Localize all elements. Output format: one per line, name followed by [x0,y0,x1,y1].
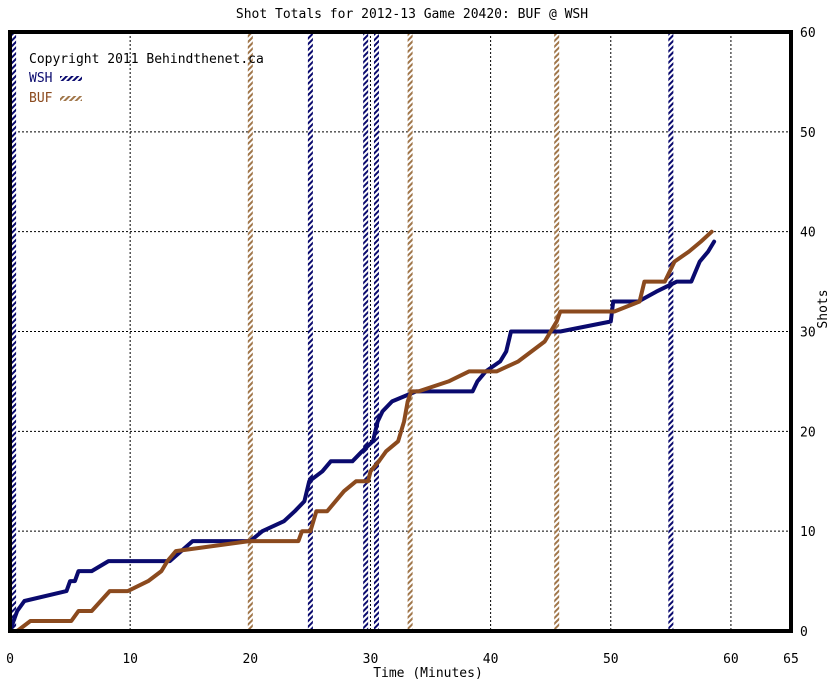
grid-lines [10,32,791,631]
y-tick-label: 20 [800,425,816,440]
y-tick-label: 50 [800,126,816,141]
y-tick-label: 60 [800,26,816,41]
goal-marker-buf [247,32,253,631]
x-tick-label: 0 [6,652,14,667]
x-tick-label: 65 [783,652,799,667]
y-tick-label: 30 [800,326,816,341]
plot-border [8,30,793,633]
goal-marker-wsh [363,32,369,631]
legend-label-buf: BUF [29,91,53,106]
goal-marker-wsh [307,32,313,631]
goal-marker-wsh [373,32,379,631]
y-tick-label: 40 [800,226,816,241]
x-tick-label: 30 [363,652,379,667]
series-lines [8,229,717,633]
x-tick-label: 60 [723,652,739,667]
legend-swatch-buf [60,96,82,101]
y-tick-label: 0 [800,625,808,640]
x-tick-label: 40 [483,652,499,667]
x-tick-label: 50 [603,652,619,667]
series-line-wsh [8,239,717,633]
goal-marker-buf [407,32,413,631]
y-tick-label: 10 [800,525,816,540]
x-axis-label: Time (Minutes) [373,666,483,680]
goal-marker-wsh [11,32,17,631]
chart-title: Shot Totals for 2012-13 Game 20420: BUF … [236,7,588,22]
copyright-text: Copyright 2011 Behindthenet.ca [29,52,264,67]
y-axis-label: Shots [816,289,830,328]
x-tick-label: 20 [242,652,258,667]
x-tick-label: 10 [122,652,138,667]
series-line-buf [15,229,714,633]
legend: WSH BUF [29,71,82,106]
goal-marker-wsh [668,32,674,631]
legend-label-wsh: WSH [29,71,52,86]
legend-swatch-wsh [60,76,82,81]
